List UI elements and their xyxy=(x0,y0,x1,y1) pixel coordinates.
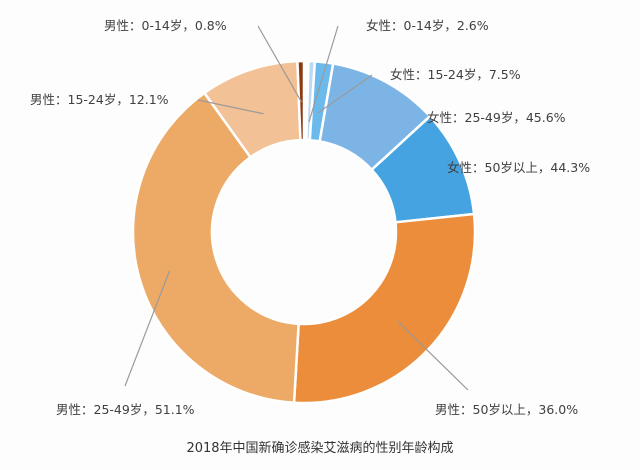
label-female-0-14: 女性：0-14岁，2.6% xyxy=(366,18,489,33)
leader-line-6 xyxy=(197,99,264,115)
leader-line-4 xyxy=(397,321,469,391)
label-female-50-plus: 女性：50岁以上，44.3% xyxy=(447,160,591,175)
slice-5 xyxy=(131,91,300,405)
label-male-25-49: 男性：25-49岁，51.1% xyxy=(56,402,195,417)
label-female-15-24: 女性：15-24岁，7.5% xyxy=(390,67,521,82)
chart-title: 2018年中国新确诊感染艾滋病的性别年龄构成 xyxy=(186,441,454,456)
leader-line-5 xyxy=(124,270,171,387)
label-female-25-49: 女性：25-49岁，45.6% xyxy=(427,110,566,125)
leader-line-1 xyxy=(317,74,373,114)
label-male-50-plus: 男性：50岁以上，36.0% xyxy=(435,402,579,417)
slice-4 xyxy=(292,212,477,405)
leader-line-0 xyxy=(308,25,339,123)
label-male-0-14: 男性：0-14岁，0.8% xyxy=(104,18,227,33)
leader-line-7 xyxy=(257,25,303,103)
label-male-15-24: 男性：15-24岁，12.1% xyxy=(30,92,169,107)
